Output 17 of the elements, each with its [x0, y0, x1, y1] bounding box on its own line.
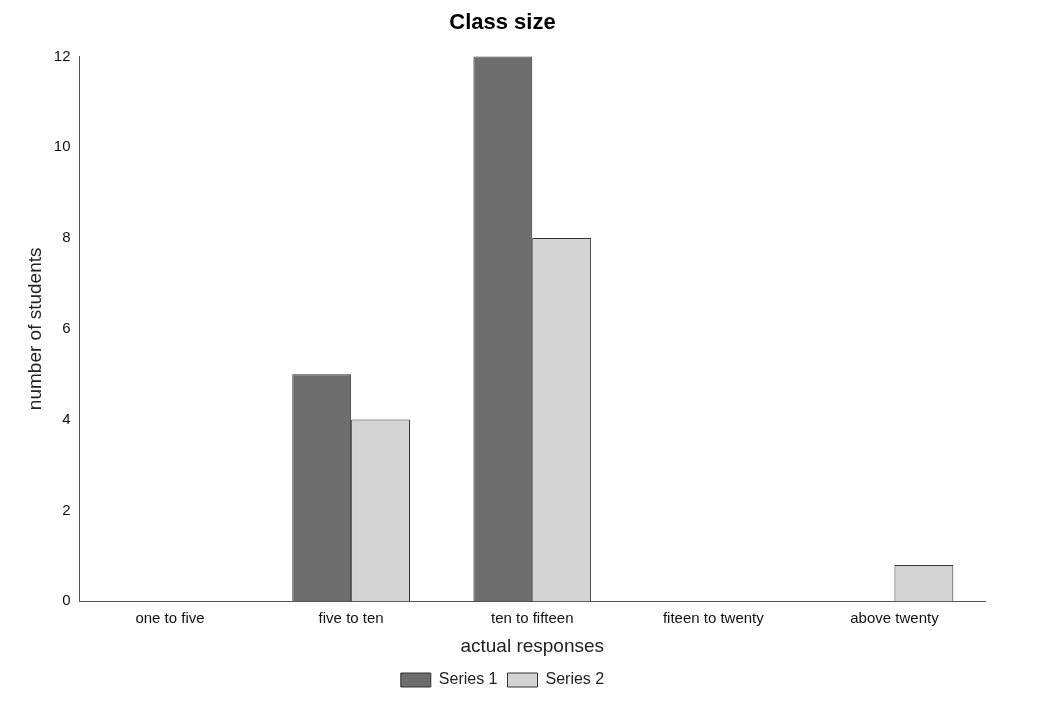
- x-tick-label: ten to fifteen: [490, 609, 574, 627]
- y-tick-label: 2: [62, 500, 71, 518]
- legend-label: Series 1: [438, 670, 498, 688]
- y-tick-label: 6: [62, 318, 71, 336]
- y-axis-title: number of students: [23, 247, 45, 411]
- y-tick-label: 0: [62, 591, 71, 609]
- x-axis-title: actual responses: [460, 634, 605, 656]
- x-tick-label: above twenty: [850, 609, 940, 627]
- y-tick-label: 8: [62, 228, 71, 246]
- x-tick-label: five to ten: [318, 609, 384, 627]
- legend-label: Series 2: [545, 670, 605, 688]
- x-tick-label: one to five: [135, 609, 205, 627]
- y-tick-label: 12: [53, 46, 71, 64]
- y-tick-label: 10: [53, 137, 71, 155]
- chart-title: Class size: [449, 9, 556, 35]
- x-tick-label: fiteen to twenty: [662, 609, 765, 627]
- y-tick-label: 4: [62, 409, 71, 427]
